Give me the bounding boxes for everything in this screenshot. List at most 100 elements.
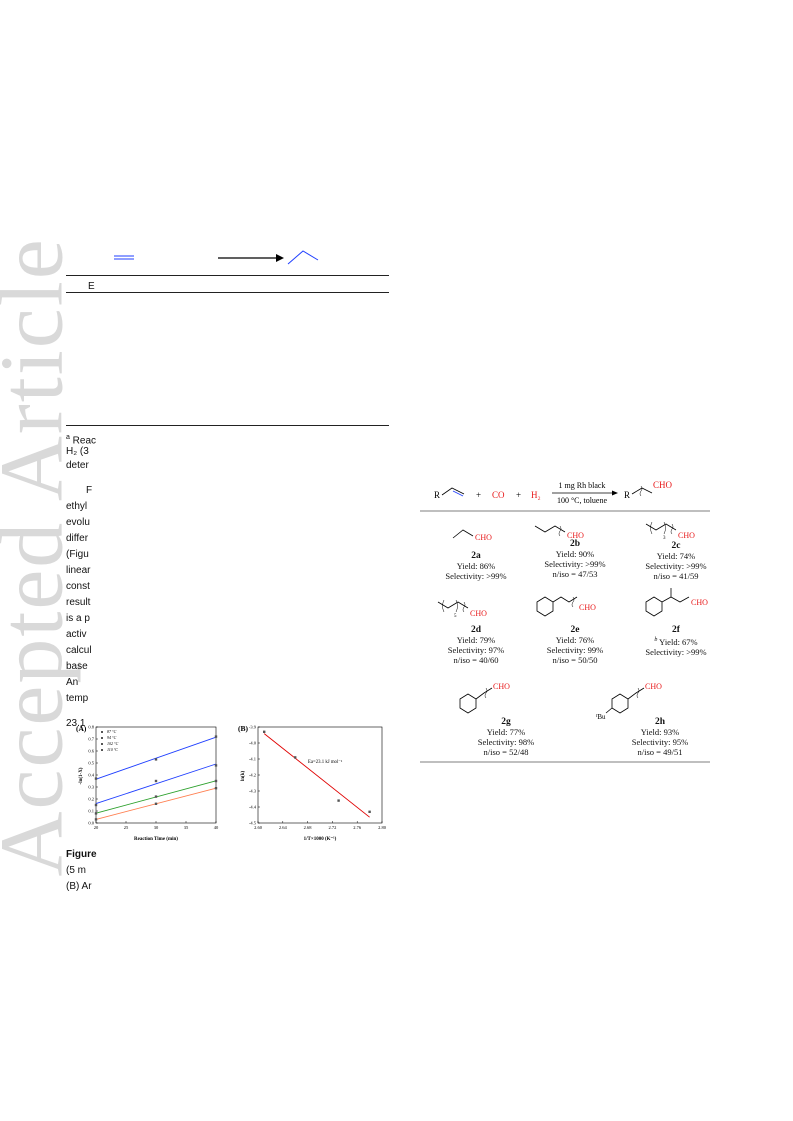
arrow-condition-top: 1 mg Rh black: [559, 481, 606, 490]
legend-label: 110 °C: [107, 747, 118, 752]
product-cho: CHO: [653, 480, 673, 490]
body-line: F: [86, 485, 93, 496]
body-line: base: [66, 661, 88, 672]
data-point: [154, 758, 158, 761]
arrow-condition-bottom: 100 °C, toluene: [557, 496, 608, 505]
hydroformylation-scheme: R + CO + H₂ 1 mg Rh black 100 °C, toluen…: [420, 480, 710, 763]
footnote-line-1: a Reac: [66, 434, 97, 447]
subscript-3: 3: [663, 536, 666, 541]
wavy-bond-2e: [571, 596, 575, 608]
data-point: [154, 779, 158, 783]
figure-caption-line-2: (5 m: [66, 865, 86, 876]
y-tick-label: 0.2: [88, 797, 94, 802]
compound-2h: 2h Yield: 93% Selectivity: 95% n/iso = 4…: [631, 717, 689, 757]
compound-2a: 2a Yield: 86% Selectivity: >99%: [445, 551, 507, 581]
plot-b-ylabel: ln(k): [241, 771, 246, 782]
body-line: const: [66, 581, 90, 592]
body-line: An: [66, 677, 79, 688]
x-tick-label: 25: [124, 825, 129, 830]
data-point: [94, 812, 98, 815]
h2-reagent: H₂: [531, 490, 541, 500]
legend-marker: [101, 743, 103, 745]
scheme-arrow-head: [612, 490, 618, 496]
data-point: [214, 764, 218, 767]
y-tick-label: -4.5: [249, 821, 257, 826]
legend-label: 87 °C: [107, 729, 117, 734]
data-point: [214, 735, 218, 738]
subscript-5: 5: [454, 614, 457, 619]
y-tick-label: -4.4: [249, 805, 257, 810]
y-tick-label: 0.5: [88, 761, 94, 766]
body-line: ethyl: [66, 501, 88, 512]
x-tick-label: 2.80: [378, 825, 387, 830]
x-tick-label: 30: [154, 825, 159, 830]
panel-b-label: (B): [238, 724, 249, 733]
benzene-ring-2e: [536, 596, 554, 617]
y-tick-label: -4.3: [249, 789, 257, 794]
arrow-head: [276, 254, 284, 262]
body-line: temp: [66, 693, 89, 704]
struct-2b-chain: [534, 525, 566, 533]
body-line: result: [66, 597, 91, 608]
plot-b-frame: [257, 726, 383, 824]
x-tick-label: 2.60: [254, 825, 263, 830]
body-line: calcul: [66, 645, 92, 656]
struct-2a-chain: [452, 529, 474, 539]
x-tick-label: 2.64: [279, 825, 288, 830]
x-tick-label: 2.68: [304, 825, 313, 830]
wavy-bond-2b: [558, 525, 562, 537]
table-top-rule: [66, 275, 389, 276]
compound-2d: 2d Yield: 79% Selectivity: 97% n/iso = 4…: [447, 625, 505, 665]
struct-2h-chain: [627, 687, 645, 700]
body-line: evolu: [66, 517, 90, 528]
wavy-bond-2h: [636, 687, 640, 699]
legend-label: 102 °C: [107, 741, 119, 746]
compound-2c: 2c Yield: 74% Selectivity: >99% n/iso = …: [645, 541, 707, 581]
body-line: (Figu: [66, 549, 89, 560]
product-bond: [287, 250, 319, 265]
data-point: [294, 756, 297, 759]
x-tick-label: 2.72: [328, 825, 336, 830]
y-tick-label: 0.7: [88, 737, 94, 742]
figure-caption-line-1: Figure: [66, 849, 97, 860]
y-tick-label: -3.9: [249, 725, 257, 730]
struct-2c-chain: [645, 523, 677, 531]
benzene-ring-2h: [611, 693, 629, 714]
data-point: [263, 730, 266, 733]
wavy-bond-2c: [670, 523, 674, 535]
legend-marker: [101, 737, 103, 739]
data-point: [214, 779, 218, 783]
body-line: differ: [66, 533, 89, 544]
y-tick-label: 0.3: [88, 785, 94, 790]
body-line: 23.1: [66, 718, 86, 729]
panel-a-label: (A): [76, 724, 87, 733]
wavy-bond-2g: [484, 687, 488, 699]
product-wavy-bond: [639, 485, 643, 497]
cho-label: CHO: [645, 682, 662, 691]
cho-label: CHO: [493, 682, 510, 691]
benzene-ring-2f: [645, 596, 663, 617]
bracket-2c: [650, 521, 666, 535]
figure-caption-line-3: (B) Ar: [66, 881, 92, 892]
body-line: linear: [66, 565, 91, 576]
data-point: [94, 818, 98, 821]
y-tick-label: 0.0: [88, 821, 94, 826]
table-bottom-rule: [66, 425, 389, 426]
data-point: [94, 803, 98, 807]
plot-b-xlabel: 1/T×1000 (K⁻¹): [304, 836, 337, 842]
y-tick-label: 0.1: [88, 809, 94, 814]
arrhenius-plot-b: (B) 2.60 2.64 2.68 2.72 2.76 2.80 -3.9 -4.0 -4.1…: [238, 724, 387, 842]
struct-2e-chain: [552, 596, 578, 603]
cho-label: CHO: [691, 598, 708, 607]
footnote-line-2: H₂ (3: [66, 446, 89, 457]
compound-2f: 2f b Yield: 67% Selectivity: >99%: [645, 625, 707, 657]
cho-label: CHO: [579, 603, 596, 612]
alkene-bond: [441, 487, 465, 496]
struct-2g-chain: [475, 687, 493, 700]
y-tick-label: -4.1: [249, 757, 256, 762]
cho-label: CHO: [470, 609, 487, 618]
alkene-double-bond: [452, 490, 464, 497]
x-tick-label: 35: [184, 825, 189, 830]
y-tick-label: -4.2: [249, 773, 256, 778]
product-r: R: [624, 490, 630, 500]
